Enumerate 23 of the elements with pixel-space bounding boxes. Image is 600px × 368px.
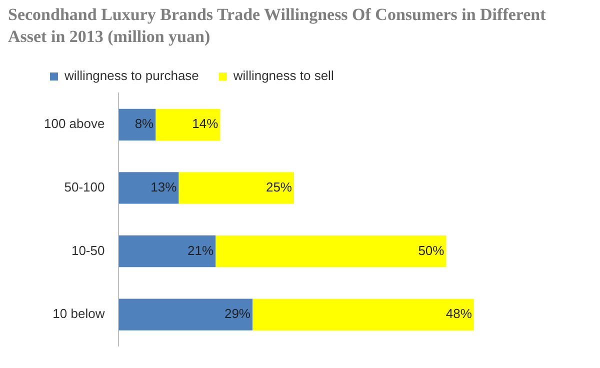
y-tick-label: 10-50 <box>71 242 105 258</box>
bar <box>118 108 156 140</box>
y-tick-label: 50-100 <box>64 180 105 195</box>
bar <box>118 298 252 330</box>
data-label: 21% <box>188 242 214 258</box>
legend-label: willingness to purchase <box>64 68 199 84</box>
bar <box>216 235 446 268</box>
bar <box>156 108 220 140</box>
data-label: 13% <box>150 180 178 195</box>
data-label: 50% <box>418 242 445 258</box>
chart-title: Secondhand Luxury Brands Trade Willingness Of Consumers in Different Asset in 2013 (million yuan) <box>8 4 547 48</box>
data-label: 14% <box>192 116 219 132</box>
bar <box>178 172 294 204</box>
legend-label: willingness to sell <box>232 68 334 84</box>
bar <box>118 172 179 204</box>
data-label: 25% <box>266 180 292 195</box>
data-label: 48% <box>446 306 472 322</box>
bar <box>252 298 474 330</box>
data-label: 29% <box>224 306 251 322</box>
data-label: 8% <box>134 116 154 132</box>
bar <box>118 235 216 268</box>
y-tick-label: 100 above <box>44 116 105 132</box>
y-tick-label: 10 below <box>52 306 106 322</box>
